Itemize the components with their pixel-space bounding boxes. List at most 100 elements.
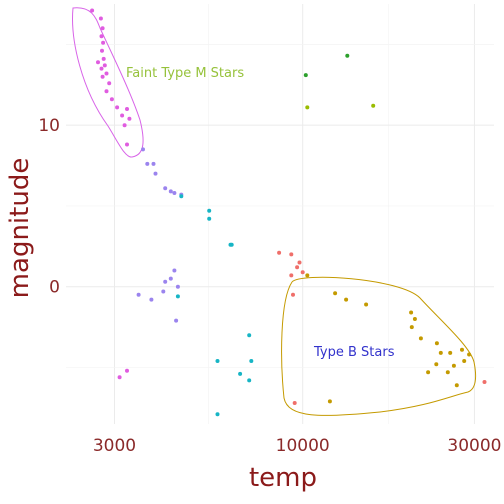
x-tick-label: 30000 [447, 436, 501, 456]
x-tick-label: 10000 [276, 436, 330, 456]
data-point [247, 378, 252, 383]
y-axis-title: magnitude [5, 158, 35, 299]
data-point [409, 325, 414, 330]
data-point [418, 336, 423, 341]
data-point [179, 194, 184, 199]
data-point [168, 276, 173, 281]
data-point [127, 116, 132, 121]
data-point [101, 56, 106, 61]
data-point [344, 297, 349, 302]
data-point [305, 273, 310, 278]
data-point [364, 302, 369, 307]
data-point [303, 73, 308, 78]
data-point [104, 71, 109, 76]
data-point [434, 341, 439, 346]
y-tick-label: 10 [38, 116, 60, 136]
data-point [122, 123, 127, 128]
annotation-labels: Faint Type M Stars Type B Stars [126, 66, 395, 360]
y-tick-label: 0 [49, 278, 60, 298]
data-point [434, 362, 439, 367]
data-point [454, 383, 459, 388]
grid [66, 4, 494, 424]
data-point [174, 318, 179, 323]
data-point [100, 74, 105, 79]
data-point [345, 53, 350, 58]
data-point [451, 363, 456, 368]
data-point [90, 8, 95, 13]
data-point [448, 350, 453, 355]
data-point [215, 412, 220, 417]
annotation-type-b: Type B Stars [313, 345, 395, 360]
data-point [149, 297, 154, 302]
type-m-ellipse [72, 7, 144, 158]
data-point [102, 63, 107, 68]
data-point [247, 333, 252, 338]
data-point [249, 359, 254, 363]
data-point [100, 26, 105, 31]
data-points [90, 8, 487, 417]
data-point [327, 399, 332, 404]
data-point [101, 40, 106, 45]
data-point [115, 105, 120, 110]
data-point [289, 252, 294, 257]
data-point [136, 292, 141, 297]
data-point [229, 242, 234, 247]
data-point [215, 359, 220, 363]
data-point [99, 34, 104, 39]
data-point [100, 48, 104, 53]
data-point [125, 142, 129, 147]
data-point [153, 171, 158, 176]
data-point [371, 103, 376, 108]
data-point [168, 189, 173, 194]
annotation-shapes [72, 7, 477, 416]
data-point [109, 97, 114, 102]
data-point [125, 368, 129, 373]
data-point [467, 352, 472, 357]
data-point [292, 401, 297, 405]
data-point [117, 375, 122, 380]
data-point [151, 161, 156, 166]
data-point [462, 359, 467, 363]
data-point [175, 294, 180, 299]
data-point [125, 107, 129, 111]
data-point [120, 113, 125, 118]
data-point [238, 371, 243, 376]
data-point [482, 380, 487, 384]
data-point [163, 186, 168, 191]
data-point [426, 370, 431, 375]
data-point [172, 268, 177, 273]
data-point [295, 265, 300, 270]
data-point [207, 208, 212, 213]
data-point [141, 147, 145, 152]
data-point [172, 191, 177, 195]
data-point [460, 347, 464, 352]
data-point [107, 81, 112, 86]
data-point [445, 370, 450, 375]
annotation-type-m: Faint Type M Stars [126, 66, 244, 81]
data-point [145, 161, 150, 166]
data-point [96, 60, 100, 65]
data-point [305, 105, 310, 110]
data-point [104, 89, 109, 94]
data-point [277, 250, 282, 255]
data-point [289, 273, 294, 278]
data-point [163, 279, 168, 284]
data-point [98, 16, 103, 21]
data-point [175, 284, 180, 289]
data-point [438, 350, 443, 355]
data-point [409, 310, 414, 315]
data-point [412, 317, 417, 321]
data-point [291, 292, 295, 297]
x-axis-title: temp [249, 463, 317, 493]
data-point [99, 66, 104, 71]
data-point [300, 270, 305, 275]
data-point [297, 260, 302, 265]
x-tick-label: 3000 [93, 436, 136, 456]
data-point [333, 291, 338, 296]
data-point [207, 216, 212, 221]
type-b-ellipse [281, 276, 477, 416]
data-point [161, 289, 166, 294]
tick-labels: 3000 10000 30000 10 0 [38, 116, 501, 456]
